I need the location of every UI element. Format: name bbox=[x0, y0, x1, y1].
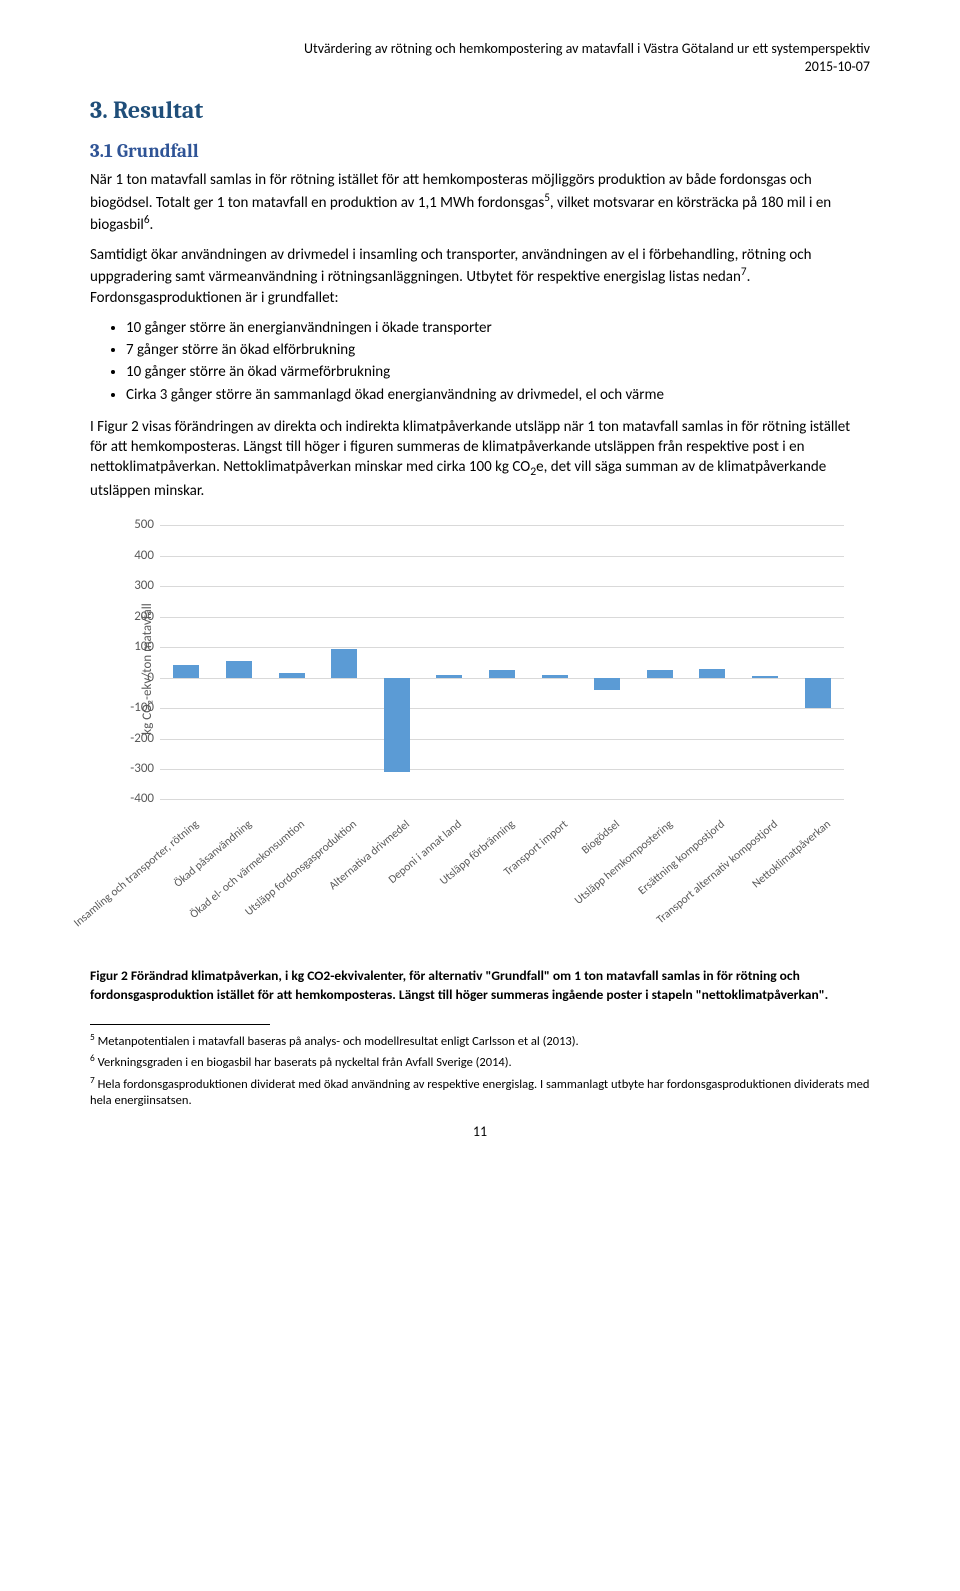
paragraph-3: I Figur 2 visas förändringen av direkta … bbox=[90, 417, 870, 502]
y-tick-label: 400 bbox=[120, 547, 160, 565]
footnote: 5 Metanpotentialen i matavfall baseras p… bbox=[90, 1031, 870, 1050]
chart-bar bbox=[489, 670, 515, 678]
chart-bar bbox=[173, 665, 199, 677]
y-tick-label: -300 bbox=[120, 760, 160, 778]
chart-gridline bbox=[160, 799, 844, 800]
bullet-item: 7 gånger större än ökad elförbrukning bbox=[126, 340, 870, 360]
p2-a: Samtidigt ökar användningen av drivmedel… bbox=[90, 246, 811, 286]
chart-gridline bbox=[160, 617, 844, 618]
footnote: 7 Hela fordonsgasproduktionen dividerat … bbox=[90, 1074, 870, 1110]
p1-c: . bbox=[150, 216, 154, 234]
x-tick-label: Biogödsel bbox=[581, 819, 623, 857]
chart-gridline bbox=[160, 769, 844, 770]
chart-gridline bbox=[160, 525, 844, 526]
y-tick-label: 300 bbox=[120, 578, 160, 596]
document-header: Utvärdering av rötning och hemkomposteri… bbox=[90, 40, 870, 76]
footnote-separator bbox=[90, 1024, 270, 1025]
bullet-item: Cirka 3 gånger större än sammanlagd ökad… bbox=[126, 385, 870, 405]
chart-plot: -400-300-200-1000100200300400500 bbox=[160, 525, 844, 799]
paragraph-1: När 1 ton matavfall samlas in för rötnin… bbox=[90, 170, 870, 235]
chart-container: kg CO₂-ekv/ton matavfall -400-300-200-10… bbox=[90, 519, 850, 959]
figure-caption-text: Figur 2 Förändrad klimatpåverkan, i kg C… bbox=[90, 967, 828, 1002]
x-axis-labels: Insamling och transporter, rötningÖkad p… bbox=[160, 819, 844, 959]
section-title: 3. Resultat bbox=[90, 94, 870, 126]
chart-bar bbox=[752, 676, 778, 678]
chart-bar bbox=[594, 678, 620, 690]
chart-gridline bbox=[160, 647, 844, 648]
chart-gridline bbox=[160, 739, 844, 740]
subsection-title: 3.1 Grundfall bbox=[90, 139, 870, 165]
x-tick-label: Utsläpp hemkompostering bbox=[573, 819, 675, 907]
chart-gridline bbox=[160, 556, 844, 557]
chart-bar bbox=[384, 678, 410, 772]
footnote: 6 Verkningsgraden i en biogasbil har bas… bbox=[90, 1052, 870, 1071]
bullet-item: 10 gånger större än energianvändningen i… bbox=[126, 318, 870, 338]
header-date: 2015-10-07 bbox=[90, 58, 870, 76]
chart-bar bbox=[647, 670, 673, 678]
footnotes: 5 Metanpotentialen i matavfall baseras p… bbox=[90, 1031, 870, 1109]
y-tick-label: 200 bbox=[120, 608, 160, 626]
chart-gridline bbox=[160, 708, 844, 709]
page-number: 11 bbox=[90, 1123, 870, 1142]
bullet-item: 10 gånger större än ökad värmeförbruknin… bbox=[126, 362, 870, 382]
y-tick-label: 0 bbox=[120, 669, 160, 687]
header-line-1: Utvärdering av rötning och hemkomposteri… bbox=[90, 40, 870, 58]
y-tick-label: -200 bbox=[120, 730, 160, 748]
figure-caption: Figur 2 Förändrad klimatpåverkan, i kg C… bbox=[90, 967, 870, 1003]
y-tick-label: -400 bbox=[120, 791, 160, 809]
chart-bar bbox=[699, 669, 725, 678]
y-tick-label: 500 bbox=[120, 517, 160, 535]
chart-bar bbox=[331, 649, 357, 678]
y-tick-label: -100 bbox=[120, 699, 160, 717]
chart-bar bbox=[542, 675, 568, 677]
paragraph-2: Samtidigt ökar användningen av drivmedel… bbox=[90, 245, 870, 308]
bullet-list: 10 gånger större än energianvändningen i… bbox=[126, 318, 870, 405]
chart-bar bbox=[226, 661, 252, 678]
chart-gridline bbox=[160, 586, 844, 587]
chart-bar bbox=[436, 675, 462, 678]
chart-bar bbox=[805, 678, 831, 708]
chart-gridline bbox=[160, 678, 844, 679]
chart-bar bbox=[279, 673, 305, 678]
y-tick-label: 100 bbox=[120, 638, 160, 656]
chart-area: kg CO₂-ekv/ton matavfall -400-300-200-10… bbox=[90, 519, 850, 819]
